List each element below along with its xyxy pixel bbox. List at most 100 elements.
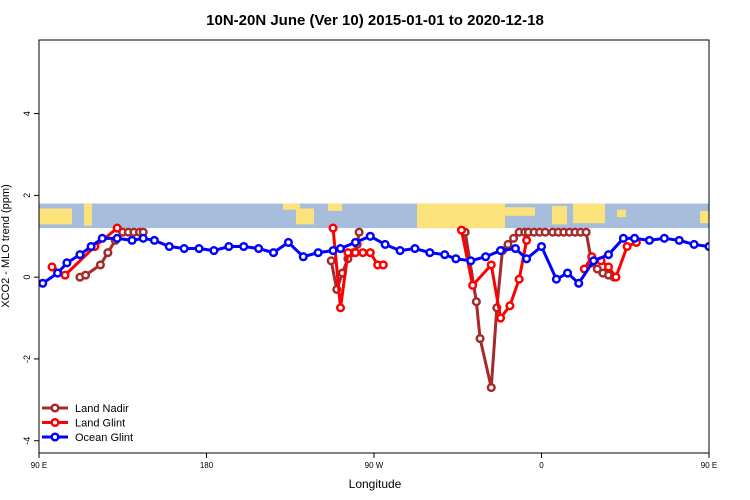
series-1-point-7 bbox=[350, 248, 360, 258]
series-1-point-16 bbox=[505, 301, 515, 311]
series-2-point-40 bbox=[589, 256, 599, 266]
series-1-point-1 bbox=[60, 270, 70, 280]
series-1-point-15 bbox=[496, 313, 506, 323]
series-0-point-3 bbox=[103, 248, 113, 258]
map-land-4 bbox=[328, 203, 342, 211]
series-2-point-43 bbox=[630, 233, 640, 243]
series-2-point-39 bbox=[574, 278, 584, 288]
y-tick-label-3: 2 bbox=[22, 193, 32, 198]
series-2-point-42 bbox=[618, 233, 628, 243]
legend-label-1: Land Glint bbox=[75, 418, 125, 430]
series-2-point-29 bbox=[440, 250, 450, 260]
series-2-point-21 bbox=[328, 246, 338, 256]
series-1-point-14 bbox=[486, 260, 496, 270]
series-2-point-4 bbox=[86, 241, 96, 252]
series-1-point-9 bbox=[365, 248, 375, 258]
series-2-point-10 bbox=[164, 241, 174, 252]
series-1-point-6 bbox=[343, 248, 353, 258]
series-2-point-16 bbox=[254, 243, 264, 254]
legend-marker-1 bbox=[50, 417, 60, 428]
legend-label-0: Land Nadir bbox=[75, 403, 129, 415]
series-2-point-25 bbox=[380, 239, 390, 250]
series-1-point-0 bbox=[47, 262, 57, 272]
series-0-point-2 bbox=[95, 260, 105, 270]
series-2-point-15 bbox=[239, 241, 249, 252]
series-0-point-10 bbox=[326, 256, 336, 266]
series-2-point-31 bbox=[466, 256, 476, 266]
series-2-point-11 bbox=[179, 243, 189, 254]
series-2-point-19 bbox=[298, 252, 308, 262]
series-2-point-35 bbox=[522, 254, 532, 264]
series-2-point-1 bbox=[53, 268, 63, 278]
series-2-point-27 bbox=[410, 243, 420, 254]
world-map-band bbox=[39, 203, 709, 229]
series-0-point-37 bbox=[581, 227, 591, 237]
series-2-point-17 bbox=[268, 248, 279, 258]
series-2-point-30 bbox=[451, 254, 461, 264]
series-0-point-23 bbox=[503, 239, 513, 250]
series-2-point-44 bbox=[644, 235, 654, 245]
y-tick-label-2: 0 bbox=[22, 275, 32, 280]
series-2-point-36 bbox=[536, 241, 547, 252]
series-2-point-26 bbox=[395, 246, 405, 256]
series-0-point-39 bbox=[592, 264, 602, 274]
axis-ticks: 90 E 180 90 W 0 90 E -4 -2 0 2 4 bbox=[22, 111, 717, 470]
series-1-point-13 bbox=[468, 280, 478, 290]
series-2-point-8 bbox=[138, 233, 148, 243]
y-tick-label-1: -2 bbox=[22, 355, 32, 363]
series-2-point-24 bbox=[365, 231, 375, 241]
series-0-point-18 bbox=[471, 297, 481, 307]
x-tick-label-1: 180 bbox=[200, 461, 214, 470]
chart-title: 10N-20N June (Ver 10) 2015-01-01 to 2020… bbox=[206, 12, 544, 29]
series-1-point-23 bbox=[611, 272, 621, 282]
map-land-9 bbox=[617, 209, 626, 218]
series-2-point-0 bbox=[39, 278, 48, 288]
y-tick-label-0: -4 bbox=[22, 437, 32, 445]
series-2-point-6 bbox=[112, 233, 122, 243]
y-axis-label: XCO2 - MLO trend (ppm) bbox=[0, 184, 12, 307]
series-1-point-24 bbox=[622, 241, 632, 252]
series-2-point-5 bbox=[97, 233, 107, 243]
series-2-point-7 bbox=[127, 235, 137, 245]
series-2-point-28 bbox=[425, 248, 435, 258]
series-2-point-33 bbox=[496, 246, 506, 256]
series-1-point-4 bbox=[328, 223, 338, 233]
series-1-point-22 bbox=[603, 262, 614, 272]
series-1-point-11 bbox=[378, 260, 388, 270]
series-0-point-19 bbox=[475, 333, 485, 344]
series-2-point-23 bbox=[350, 237, 360, 247]
series-0-point-30 bbox=[540, 227, 550, 237]
series-2-point-22 bbox=[335, 243, 346, 254]
x-tick-label-4: 90 E bbox=[701, 461, 717, 470]
series-0-point-24 bbox=[509, 233, 519, 243]
x-tick-label-0: 90 E bbox=[31, 461, 47, 470]
series-2-point-18 bbox=[283, 237, 293, 247]
legend-label-2: Ocean Glint bbox=[75, 432, 133, 444]
x-tick-label-2: 90 W bbox=[365, 461, 384, 470]
series-2-point-45 bbox=[659, 233, 669, 243]
map-ocean bbox=[39, 203, 709, 229]
series-0-point-1 bbox=[80, 270, 91, 280]
series-1-point-5 bbox=[335, 303, 346, 313]
series-1-point-18 bbox=[522, 235, 532, 245]
series-0-point-20 bbox=[486, 383, 496, 393]
series-layer bbox=[39, 223, 709, 393]
series-1-point-8 bbox=[358, 248, 368, 258]
x-tick-label-3: 0 bbox=[539, 461, 544, 470]
series-1-point-3 bbox=[112, 223, 122, 233]
map-land-3 bbox=[296, 208, 314, 225]
map-land-7 bbox=[552, 206, 567, 225]
series-1-point-17 bbox=[514, 274, 524, 284]
series-2 bbox=[39, 231, 709, 288]
series-2-point-13 bbox=[209, 246, 219, 256]
series-1-point-12 bbox=[456, 225, 467, 235]
plot-frame bbox=[38, 39, 710, 454]
series-2-point-47 bbox=[689, 239, 699, 250]
legend-marker-2 bbox=[50, 432, 60, 442]
map-land-0 bbox=[39, 208, 72, 225]
map-land-2 bbox=[283, 203, 300, 210]
series-2-point-14 bbox=[224, 241, 234, 252]
series-2-point-32 bbox=[481, 252, 491, 262]
series-2-point-38 bbox=[563, 268, 573, 278]
